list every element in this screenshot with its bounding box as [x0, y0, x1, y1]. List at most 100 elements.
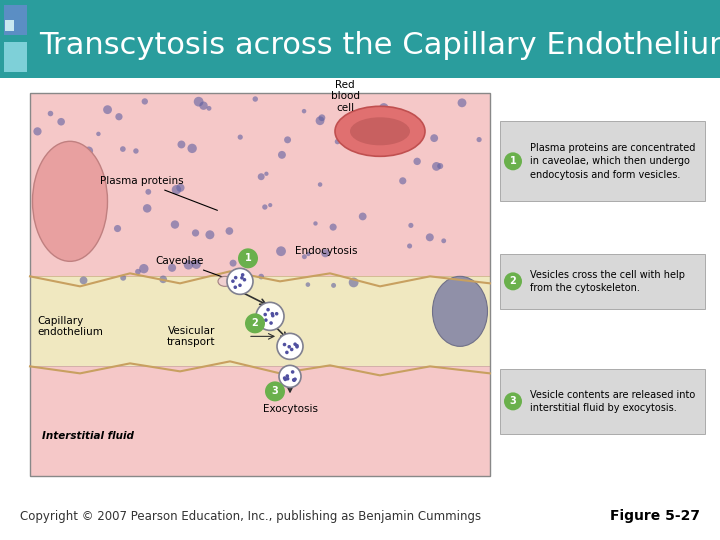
Text: Endocytosis: Endocytosis [295, 246, 358, 256]
Circle shape [258, 173, 265, 180]
Circle shape [276, 246, 286, 256]
Ellipse shape [433, 276, 487, 346]
Circle shape [176, 184, 184, 192]
Circle shape [361, 138, 365, 142]
Circle shape [115, 113, 122, 120]
Circle shape [305, 282, 310, 287]
Circle shape [48, 111, 53, 116]
Circle shape [145, 189, 151, 195]
Circle shape [264, 172, 269, 176]
Circle shape [292, 378, 295, 382]
Circle shape [441, 238, 446, 243]
Circle shape [331, 283, 336, 288]
Circle shape [172, 185, 181, 194]
Circle shape [238, 284, 242, 287]
Circle shape [335, 139, 340, 144]
FancyBboxPatch shape [4, 42, 27, 72]
Circle shape [330, 224, 337, 231]
Circle shape [295, 345, 299, 349]
Circle shape [458, 98, 467, 107]
Circle shape [399, 177, 406, 185]
Circle shape [269, 321, 273, 325]
Circle shape [184, 260, 193, 269]
Circle shape [359, 213, 366, 220]
Circle shape [233, 286, 237, 289]
Ellipse shape [350, 117, 410, 145]
FancyBboxPatch shape [500, 254, 705, 309]
Text: 1: 1 [510, 156, 516, 166]
Circle shape [432, 162, 441, 171]
Circle shape [318, 183, 323, 187]
Circle shape [103, 105, 112, 114]
Circle shape [205, 230, 215, 239]
Circle shape [302, 254, 307, 259]
Circle shape [84, 218, 94, 227]
Circle shape [277, 333, 303, 359]
Circle shape [94, 228, 101, 234]
Circle shape [114, 225, 121, 232]
Circle shape [231, 279, 235, 283]
Circle shape [284, 377, 287, 381]
Circle shape [192, 260, 201, 269]
Circle shape [194, 97, 204, 106]
Circle shape [80, 276, 87, 284]
Circle shape [408, 223, 413, 228]
Circle shape [245, 313, 265, 333]
Circle shape [49, 170, 58, 178]
Circle shape [295, 344, 299, 347]
Circle shape [225, 227, 233, 235]
Text: 3: 3 [510, 396, 516, 407]
Circle shape [268, 203, 272, 207]
Circle shape [271, 314, 274, 318]
Circle shape [199, 102, 208, 110]
Text: 1: 1 [245, 253, 251, 264]
Text: Exocytosis: Exocytosis [263, 404, 318, 414]
Text: Figure 5-27: Figure 5-27 [610, 509, 700, 523]
Circle shape [171, 220, 179, 229]
Circle shape [58, 118, 65, 125]
Text: Capillary
endothelium: Capillary endothelium [37, 315, 103, 337]
Circle shape [40, 186, 45, 192]
Circle shape [133, 148, 139, 154]
Circle shape [318, 114, 325, 121]
Circle shape [504, 152, 522, 170]
Circle shape [33, 127, 42, 136]
Circle shape [315, 116, 325, 125]
FancyBboxPatch shape [4, 5, 27, 35]
Circle shape [407, 244, 412, 248]
Circle shape [292, 379, 296, 382]
Text: Interstitial fluid: Interstitial fluid [42, 431, 134, 441]
Circle shape [348, 278, 359, 287]
FancyBboxPatch shape [30, 276, 490, 376]
Circle shape [306, 252, 310, 256]
Circle shape [477, 137, 482, 142]
Circle shape [379, 103, 389, 112]
Circle shape [413, 158, 421, 165]
FancyBboxPatch shape [500, 122, 705, 201]
Circle shape [230, 260, 237, 267]
Circle shape [74, 214, 80, 219]
Text: Vesicles cross the cell with help
from the cytoskeleton.: Vesicles cross the cell with help from t… [530, 270, 685, 293]
Circle shape [238, 134, 243, 140]
Ellipse shape [239, 274, 251, 283]
Circle shape [283, 376, 287, 380]
Circle shape [283, 343, 287, 346]
Circle shape [279, 366, 301, 387]
Circle shape [437, 163, 444, 169]
Circle shape [262, 204, 268, 210]
Circle shape [265, 381, 285, 401]
Circle shape [159, 275, 167, 283]
Circle shape [395, 113, 401, 119]
Circle shape [293, 377, 297, 381]
Circle shape [142, 98, 148, 105]
Text: Plasma proteins are concentrated
in caveolae, which then undergo
endocytosis and: Plasma proteins are concentrated in cave… [530, 143, 696, 179]
Circle shape [135, 269, 141, 275]
Circle shape [287, 345, 291, 348]
Circle shape [284, 136, 291, 143]
Text: 2: 2 [251, 319, 258, 328]
Circle shape [240, 276, 243, 280]
FancyBboxPatch shape [30, 93, 490, 292]
Ellipse shape [218, 276, 232, 286]
Circle shape [256, 302, 284, 330]
Ellipse shape [32, 141, 107, 261]
